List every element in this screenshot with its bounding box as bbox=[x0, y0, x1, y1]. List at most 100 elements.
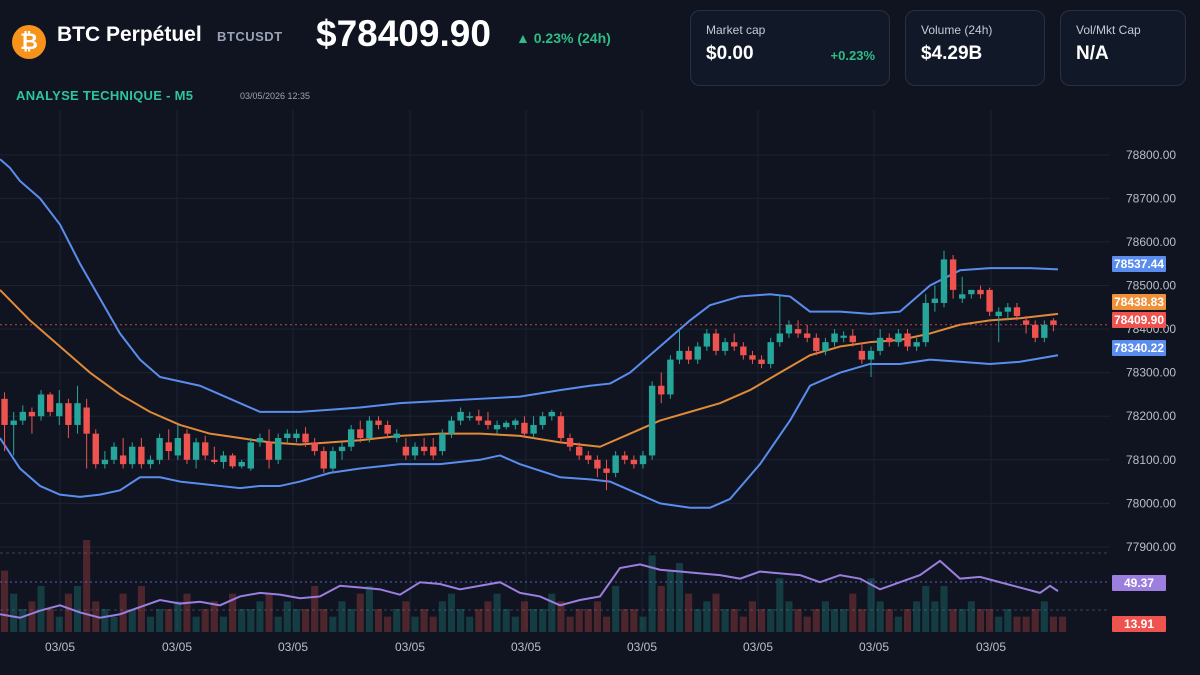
candle bbox=[548, 409, 555, 421]
volume-bar bbox=[1022, 616, 1030, 632]
candle-body bbox=[183, 433, 191, 460]
volume-bar bbox=[566, 616, 574, 632]
candle bbox=[229, 453, 236, 469]
volume-bar bbox=[356, 593, 364, 632]
candle-body bbox=[46, 394, 54, 412]
candle-body bbox=[1041, 324, 1048, 338]
volume-bar bbox=[548, 593, 556, 632]
candle bbox=[940, 250, 948, 308]
candle-body bbox=[676, 350, 683, 360]
x-tick-label: 03/05 bbox=[511, 640, 541, 654]
volume-bar bbox=[1, 570, 9, 632]
x-tick-label: 03/05 bbox=[859, 640, 889, 654]
header: ₿ BTC Perpétuel BTCUSDT $78409.90 ▲ 0.23… bbox=[0, 0, 1200, 110]
candle-body bbox=[1013, 307, 1021, 317]
candle bbox=[731, 333, 738, 351]
candle bbox=[922, 294, 929, 347]
bollinger-lower-tag-text: 78340.22 bbox=[1114, 341, 1164, 355]
candle bbox=[831, 329, 838, 347]
volume-bar bbox=[338, 601, 346, 632]
bollinger-lower-tag: 78340.22 bbox=[1112, 340, 1166, 356]
moving-average-line bbox=[0, 289, 1059, 448]
candle bbox=[28, 407, 36, 434]
moving-average-tag: 78438.83 bbox=[1112, 294, 1166, 310]
candle bbox=[147, 455, 154, 469]
x-tick-label: 03/05 bbox=[743, 640, 773, 654]
x-tick-label: 03/05 bbox=[627, 640, 657, 654]
candle bbox=[630, 455, 638, 469]
volume-bar bbox=[128, 609, 136, 632]
volume-bar bbox=[931, 601, 939, 632]
candle bbox=[284, 429, 291, 443]
candle-body bbox=[612, 455, 619, 473]
volume-bar bbox=[402, 601, 410, 632]
bollinger-upper-tag-text: 78537.44 bbox=[1114, 257, 1164, 271]
candle-body bbox=[493, 424, 501, 430]
volume-bar bbox=[292, 609, 300, 632]
stat-value: $4.29B bbox=[921, 43, 983, 64]
volume-bar bbox=[146, 616, 155, 632]
candle bbox=[302, 427, 309, 447]
candle bbox=[311, 438, 318, 456]
candle bbox=[694, 342, 701, 364]
x-axis: 03/05 03/05 03/05 03/05 03/05 03/05 03/05 03/05… bbox=[45, 640, 1006, 654]
candle bbox=[1041, 320, 1048, 343]
candle-body bbox=[83, 407, 90, 434]
candle bbox=[749, 350, 756, 364]
candle-body bbox=[402, 446, 410, 456]
candle-body bbox=[521, 422, 528, 434]
candle bbox=[265, 429, 273, 469]
candle-body bbox=[56, 403, 63, 417]
candle bbox=[320, 446, 327, 473]
candle bbox=[840, 331, 847, 343]
candle-body bbox=[895, 333, 902, 343]
candle bbox=[612, 451, 619, 478]
candle bbox=[92, 429, 99, 469]
candle-body bbox=[858, 350, 866, 360]
volume-bar bbox=[374, 609, 383, 632]
volume-bar bbox=[256, 601, 264, 632]
candle-body bbox=[238, 461, 245, 467]
candle bbox=[347, 424, 355, 452]
y-tick-label: 78100.00 bbox=[1126, 453, 1176, 467]
volume-bar bbox=[347, 609, 355, 632]
candle-body bbox=[977, 289, 984, 295]
candle bbox=[293, 429, 300, 443]
volume-bar bbox=[493, 593, 501, 632]
candle-body bbox=[776, 333, 784, 343]
candle-body bbox=[913, 342, 920, 347]
candle-body bbox=[840, 335, 847, 338]
volume-bar bbox=[174, 601, 182, 632]
candle bbox=[484, 411, 492, 430]
candle-body bbox=[539, 416, 546, 425]
candle bbox=[110, 442, 118, 465]
volume-bar bbox=[46, 609, 54, 632]
candle bbox=[357, 420, 364, 443]
candle-body bbox=[1032, 324, 1039, 338]
volume-bar bbox=[1040, 601, 1048, 632]
volume-bar bbox=[894, 616, 902, 632]
volume-bar bbox=[976, 609, 985, 632]
volume-tag-bg bbox=[1112, 616, 1166, 632]
candle bbox=[411, 442, 419, 460]
price-chart[interactable]: 78800.0078700.0078600.0078500.0078400.00… bbox=[0, 110, 1200, 675]
price-tags: 78537.44 78438.83 78409.90 78340.22 49.37 13.… bbox=[1112, 256, 1166, 632]
candle-body bbox=[1, 398, 8, 425]
volume-bar bbox=[484, 601, 492, 632]
candle-body bbox=[803, 333, 811, 338]
candle bbox=[639, 451, 647, 469]
volume-bar bbox=[329, 616, 337, 632]
candle-body bbox=[311, 442, 318, 452]
candle bbox=[721, 337, 729, 356]
candle-body bbox=[758, 359, 765, 364]
volume-bar bbox=[1059, 616, 1067, 632]
candle bbox=[384, 420, 391, 439]
candle-body bbox=[274, 438, 282, 460]
volume-bars bbox=[1, 540, 1067, 632]
volume-bar bbox=[913, 601, 921, 632]
candle bbox=[667, 355, 674, 399]
current-price: $78409.90 bbox=[316, 13, 491, 54]
candle-body bbox=[694, 346, 701, 360]
volume-bar bbox=[511, 616, 519, 632]
candle bbox=[867, 346, 875, 378]
